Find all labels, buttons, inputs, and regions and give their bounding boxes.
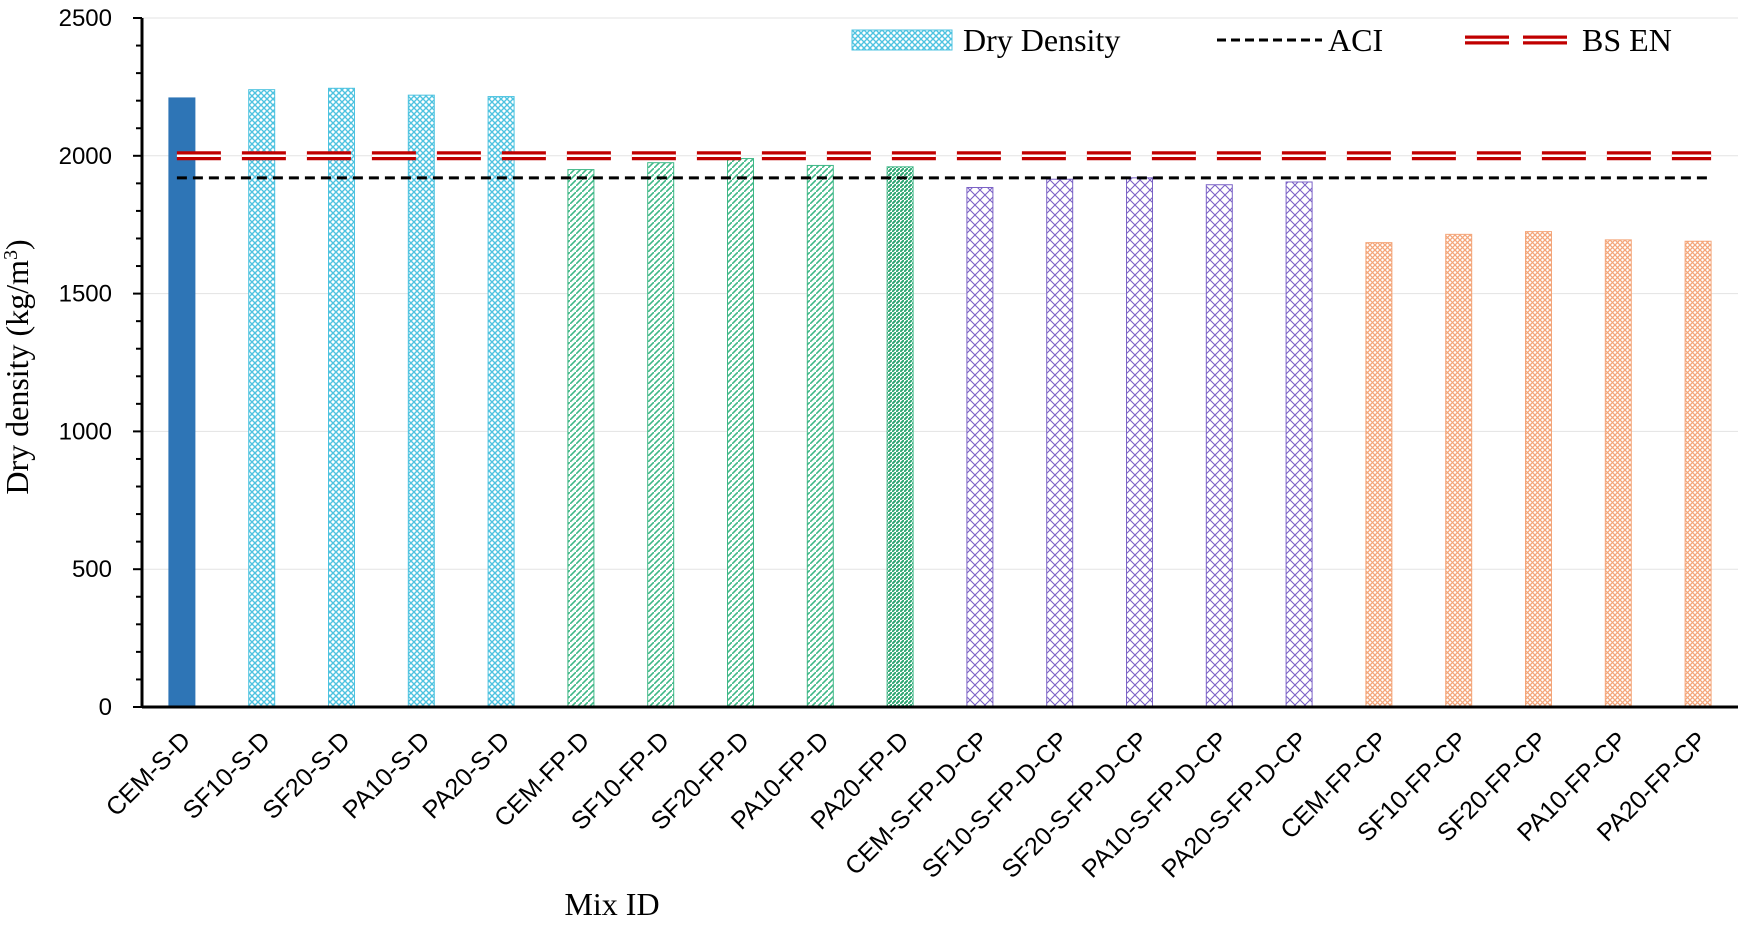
bar-sf20-s-d: [328, 87, 355, 708]
x-tick-label-pa10-s-fp-d-cp: PA10-S-FP-D-CP: [1077, 726, 1234, 883]
x-tick-label-cem-s-fp-d-cp: CEM-S-FP-D-CP: [840, 726, 994, 880]
legend: Dry Density ACI BS EN: [851, 22, 1672, 58]
y-axis-title-main: Dry density (kg/m: [0, 260, 35, 495]
y-axis-title: Dry density (kg/m3): [0, 239, 35, 494]
bar-pa20-s-d: [487, 96, 515, 708]
bar-sf10-s-d: [248, 89, 276, 708]
bar-cem-s-d: [168, 97, 196, 708]
bar-sf10-fp-d: [647, 162, 675, 708]
bar-pa20-s-fp-d-cp: [1285, 181, 1313, 708]
y-axis-title-close: ): [0, 239, 35, 250]
x-axis-title: Mix ID: [564, 886, 659, 922]
bar-cem-fp-cp: [1365, 242, 1393, 708]
bar-cem-fp-d: [567, 169, 595, 708]
x-tick-label-pa20-s-fp-d-cp: PA20-S-FP-D-CP: [1156, 726, 1313, 883]
bar-cem-s-fp-d-cp: [966, 186, 994, 708]
bar-sf20-fp-cp: [1525, 231, 1552, 708]
bar-pa20-fp-d: [886, 166, 914, 708]
x-tick-label-sf20-s-fp-d-cp: SF20-S-FP-D-CP: [996, 726, 1153, 883]
bar-sf20-s-fp-d-cp: [1126, 177, 1153, 708]
legend-label-aci: ACI: [1328, 22, 1383, 58]
y-tick-label-2000: 2000: [59, 143, 112, 170]
y-tick-label-1000: 1000: [59, 418, 112, 445]
x-tick-label-pa10-s-d: PA10-S-D: [337, 726, 435, 824]
y-tick-label-0: 0: [99, 694, 112, 721]
bar-pa10-fp-cp: [1604, 239, 1632, 708]
bar-sf10-fp-cp: [1445, 233, 1473, 708]
y-axis-title-sup: 3: [0, 250, 22, 260]
legend-swatch-dry-density: [851, 29, 953, 51]
x-tick-label-sf10-s-fp-d-cp: SF10-S-FP-D-CP: [917, 726, 1074, 883]
y-tick-label-1500: 1500: [59, 281, 112, 308]
bar-pa10-s-d: [407, 94, 435, 708]
x-tick-label-sf20-s-d: SF20-S-D: [257, 726, 355, 824]
bar-pa20-fp-cp: [1684, 240, 1712, 708]
legend-label-dry-density: Dry Density: [963, 22, 1120, 58]
bar-sf20-fp-d: [727, 158, 754, 708]
bar-pa10-s-fp-d-cp: [1205, 184, 1233, 708]
bar-pa10-fp-d: [806, 164, 834, 708]
y-tick-label-2500: 2500: [59, 5, 112, 32]
bar-sf10-s-fp-d-cp: [1046, 178, 1074, 708]
legend-label-bs-en: BS EN: [1582, 22, 1672, 58]
y-tick-label-500: 500: [72, 556, 112, 583]
